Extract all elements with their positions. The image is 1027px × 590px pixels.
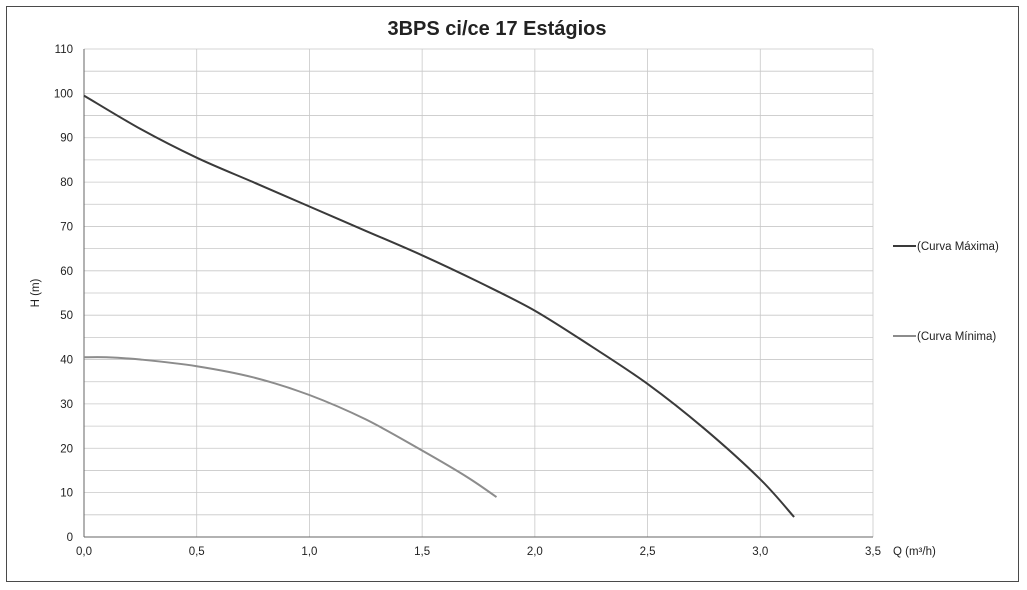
series-line-0: [83, 94, 795, 518]
y-tick-label: 30: [60, 399, 73, 411]
y-tick-label: 90: [60, 133, 73, 145]
y-axis-label: H (m): [30, 278, 42, 307]
x-tick-label: 1,5: [414, 546, 430, 558]
x-tick-label: 1,0: [301, 546, 317, 558]
y-tick-label: 40: [60, 355, 73, 367]
series-group: [83, 94, 795, 518]
x-axis-label: Q (m³/h): [893, 546, 936, 558]
legend: (Curva Máxima) (Curva Mínima): [893, 241, 999, 343]
series-line-1: [83, 356, 498, 498]
y-tick-label: 70: [60, 221, 73, 233]
grid: [83, 48, 874, 538]
y-tick-label: 110: [55, 44, 73, 56]
x-tick-label: 3,5: [865, 546, 881, 558]
x-tick-label: 0,0: [76, 546, 92, 558]
legend-label-0: (Curva Máxima): [917, 241, 999, 253]
x-tick-label: 2,5: [640, 546, 656, 558]
y-tick-labels: 0 10 20 30 40 50 60 70 80 90 100 110: [54, 44, 73, 544]
x-tick-label: 3,0: [752, 546, 768, 558]
y-tick-label: 20: [60, 443, 73, 455]
chart-title: 3BPS ci/ce 17 Estágios: [387, 18, 606, 40]
y-tick-label: 60: [60, 266, 73, 278]
y-tick-label: 10: [60, 488, 73, 500]
x-tick-labels: 0,0 0,5 1,0 1,5 2,0 2,5 3,0 3,5: [76, 546, 881, 558]
x-tick-label: 2,0: [527, 546, 543, 558]
chart-frame: [6, 6, 1019, 582]
y-tick-label: 50: [60, 310, 73, 322]
y-tick-label: 80: [60, 177, 73, 189]
legend-label-1: (Curva Mínima): [917, 331, 996, 343]
y-tick-label: 0: [67, 532, 73, 544]
y-tick-label: 100: [54, 88, 73, 100]
x-tick-label: 0,5: [189, 546, 205, 558]
